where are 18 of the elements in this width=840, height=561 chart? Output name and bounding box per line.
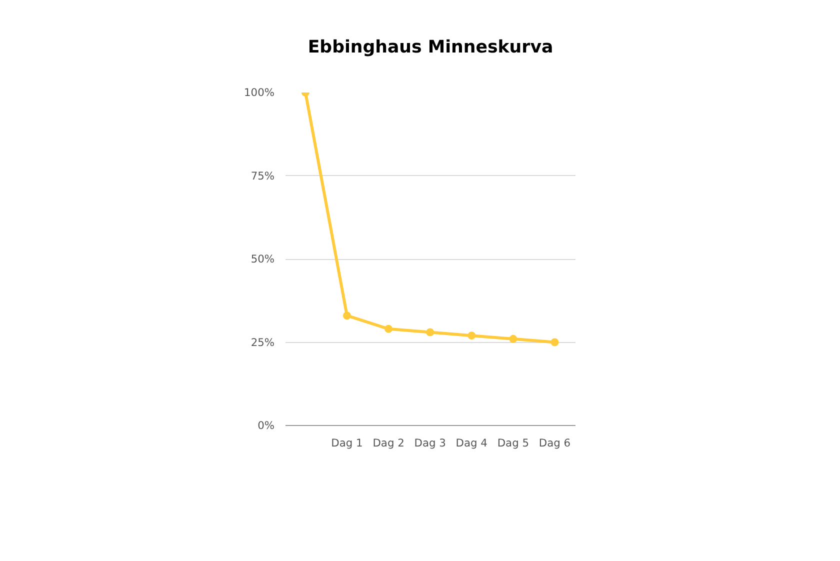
point [468,332,476,340]
chart-title: Ebbinghaus Minneskurva [308,38,554,58]
point [384,324,393,333]
x-tick-label: Dag 2 [372,436,404,450]
point [550,338,559,346]
y-tick-label: 100% [244,86,275,99]
y-tick-label: 75% [250,169,274,182]
x-tick-label: Dag 4 [456,436,488,450]
y-tick-label: 0% [258,419,274,432]
point [509,334,518,343]
x-tick-label: Dag 3 [414,436,446,450]
point [342,312,351,320]
y-tick-label: 25% [250,336,274,349]
x-tick-label: Dag 6 [538,436,571,450]
point [426,328,434,336]
x-tick-label: Dag 5 [497,436,530,450]
x-tick-label: Dag 1 [331,436,363,450]
y-tick-label: 50% [250,252,274,266]
